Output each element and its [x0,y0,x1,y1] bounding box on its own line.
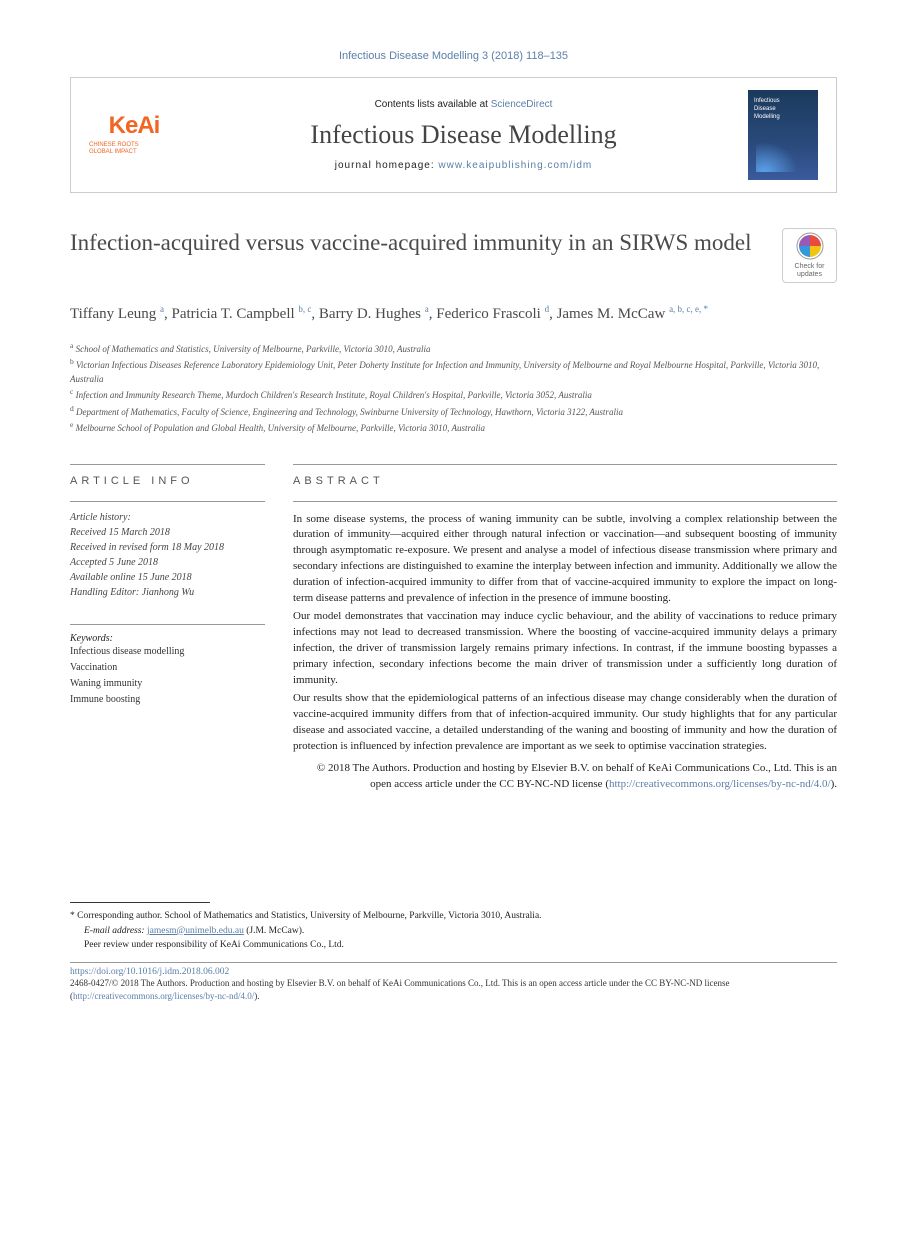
email-line: E-mail address: jamesm@unimelb.edu.au (J… [84,924,837,938]
copyright-close: ). [831,778,837,790]
article-history: Article history: Received 15 March 2018R… [70,501,265,600]
footnotes-block: * Corresponding author. School of Mathem… [70,909,837,952]
email-label: E-mail address: [84,926,147,936]
journal-homepage-link[interactable]: www.keaipublishing.com/idm [438,160,592,171]
keyword-item: Waning immunity [70,676,265,692]
keywords-list: Infectious disease modellingVaccinationW… [70,644,265,708]
journal-title: Infectious Disease Modelling [179,120,748,150]
title-row: Infection-acquired versus vaccine-acquir… [70,228,837,283]
affiliation-item: d Department of Mathematics, Faculty of … [70,403,837,420]
header-center: Contents lists available at ScienceDirec… [179,99,748,171]
journal-cover-thumbnail: InfectiousDiseaseModelling [748,90,818,180]
affiliation-item: b Victorian Infectious Diseases Referenc… [70,356,837,386]
sciencedirect-link[interactable]: ScienceDirect [491,99,553,110]
abstract-paragraph: Our results show that the epidemiologica… [293,691,837,755]
history-line: Available online 15 June 2018 [70,570,265,585]
history-line: Received 15 March 2018 [70,525,265,540]
history-line: Received in revised form 18 May 2018 [70,540,265,555]
history-label: Article history: [70,510,265,525]
corresponding-author-note: * Corresponding author. School of Mathem… [70,909,837,923]
affiliation-item: a School of Mathematics and Statistics, … [70,340,837,357]
bottom-separator: https://doi.org/10.1016/j.idm.2018.06.00… [70,962,837,1002]
abstract-paragraph: In some disease systems, the process of … [293,512,837,608]
email-suffix: (J.M. McCaw). [244,926,304,936]
author-list: Tiffany Leung a, Patricia T. Campbell b,… [70,303,837,326]
check-updates-label: Check for updates [783,263,836,278]
top-citation: Infectious Disease Modelling 3 (2018) 11… [70,50,837,62]
keyword-item: Immune boosting [70,692,265,708]
publisher-logo: KeAi CHINESE ROOTSGLOBAL IMPACT [89,114,179,156]
journal-header-panel: KeAi CHINESE ROOTSGLOBAL IMPACT Contents… [70,77,837,193]
cc-license-link[interactable]: http://creativecommons.org/licenses/by-n… [609,778,831,790]
keyword-item: Vaccination [70,660,265,676]
corresponding-email-link[interactable]: jamesm@unimelb.edu.au [147,926,244,936]
article-info-heading: ARTICLE INFO [70,464,265,487]
keai-logo-subtext: CHINESE ROOTSGLOBAL IMPACT [89,142,179,156]
affiliation-item: c Infection and Immunity Research Theme,… [70,386,837,403]
crossmark-icon [796,232,824,260]
abstract-heading: ABSTRACT [293,464,837,487]
affiliations-list: a School of Mathematics and Statistics, … [70,340,837,436]
check-for-updates-badge[interactable]: Check for updates [782,228,837,283]
abstract-paragraph: Our model demonstrates that vaccination … [293,609,837,689]
abstract-body: In some disease systems, the process of … [293,501,837,755]
contents-prefix: Contents lists available at [375,99,491,110]
journal-homepage-line: journal homepage: www.keaipublishing.com… [179,160,748,171]
doi-link[interactable]: https://doi.org/10.1016/j.idm.2018.06.00… [70,967,837,977]
abstract-column: ABSTRACT In some disease systems, the pr… [293,464,837,793]
keyword-item: Infectious disease modelling [70,644,265,660]
history-line: Accepted 5 June 2018 [70,555,265,570]
footnote-separator [70,902,210,903]
article-info-column: ARTICLE INFO Article history: Received 1… [70,464,265,793]
cover-thumb-title: InfectiousDiseaseModelling [754,98,780,121]
abstract-copyright: © 2018 The Authors. Production and hosti… [293,761,837,793]
issn-license-line: 2468-0427/© 2018 The Authors. Production… [70,977,837,1002]
peer-review-note: Peer review under responsibility of KeAi… [84,938,837,952]
affiliation-item: e Melbourne School of Population and Glo… [70,419,837,436]
keai-logo-text: KeAi [89,114,179,138]
contents-lists-line: Contents lists available at ScienceDirec… [179,99,748,110]
issn-license-close: ). [254,991,259,1001]
keywords-label: Keywords: [70,624,265,644]
info-abstract-columns: ARTICLE INFO Article history: Received 1… [70,464,837,793]
bottom-cc-license-link[interactable]: http://creativecommons.org/licenses/by-n… [73,991,254,1001]
article-title: Infection-acquired versus vaccine-acquir… [70,228,782,258]
homepage-prefix: journal homepage: [335,160,439,171]
history-line: Handling Editor: Jianhong Wu [70,585,265,600]
